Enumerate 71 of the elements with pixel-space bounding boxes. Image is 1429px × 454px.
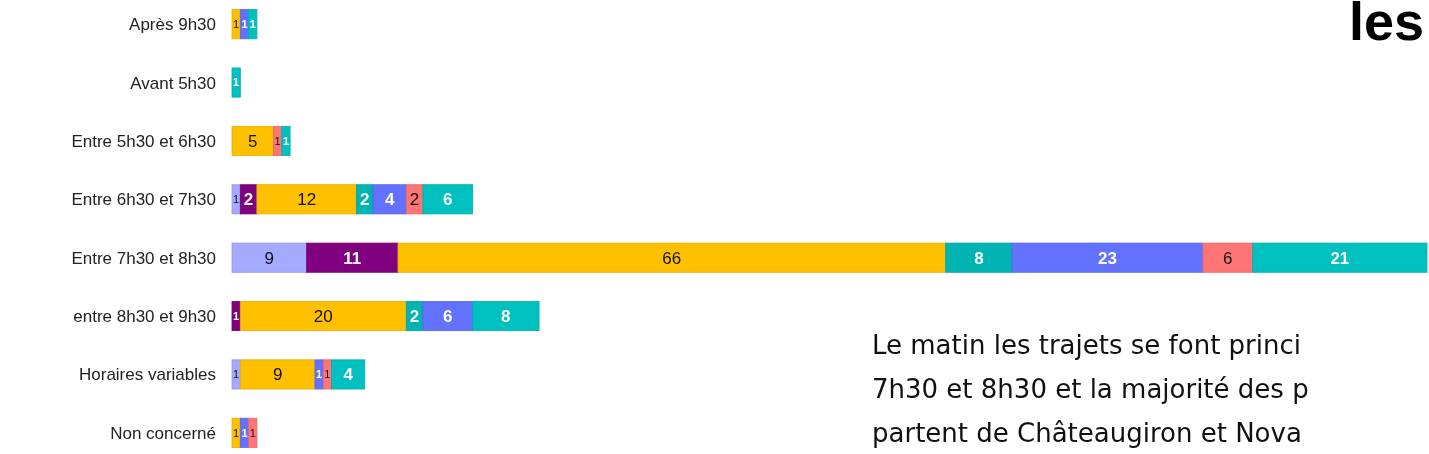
y-tick-label: Entre 6h30 et 7h30 xyxy=(71,190,216,210)
data-label: 1 xyxy=(324,368,331,381)
data-label: 1 xyxy=(241,18,248,31)
bar xyxy=(314,359,324,390)
bar xyxy=(256,184,357,215)
bar xyxy=(422,301,474,332)
y-tick-label: Non concerné xyxy=(110,423,216,443)
data-label: 20 xyxy=(313,307,333,327)
bar xyxy=(231,359,241,390)
bar xyxy=(472,301,540,332)
data-label: 11 xyxy=(343,248,362,268)
bar xyxy=(231,9,241,40)
data-label: 6 xyxy=(443,190,453,210)
data-label: 1 xyxy=(233,76,240,89)
data-label: 4 xyxy=(343,365,354,385)
data-label: 6 xyxy=(443,307,453,327)
data-label: 1 xyxy=(233,368,240,381)
data-label: 8 xyxy=(501,307,511,327)
data-label: 1 xyxy=(282,134,289,147)
bar xyxy=(397,242,947,273)
data-label: 1 xyxy=(316,368,323,381)
data-label: 2 xyxy=(243,190,254,210)
data-label: 2 xyxy=(409,307,420,327)
data-label: 23 xyxy=(1098,248,1117,268)
bar xyxy=(1202,242,1254,273)
y-tick-label: Entre 7h30 et 8h30 xyxy=(71,248,216,268)
y-tick-label: Avant 5h30 xyxy=(130,73,216,93)
bar xyxy=(422,184,474,215)
bar xyxy=(231,184,241,215)
bar xyxy=(1252,242,1428,273)
bar xyxy=(1011,242,1204,273)
bar xyxy=(281,125,291,156)
data-label: 2 xyxy=(360,190,370,210)
bar xyxy=(945,242,1013,273)
bar xyxy=(248,417,258,448)
data-label: 1 xyxy=(249,18,256,31)
bar xyxy=(372,184,407,215)
bar xyxy=(248,9,258,40)
bar xyxy=(239,359,316,390)
y-tick-label: Entre 5h30 et 6h30 xyxy=(71,131,216,151)
bar xyxy=(239,301,407,332)
data-label: 12 xyxy=(297,190,317,210)
data-label: 1 xyxy=(274,134,281,147)
bar xyxy=(231,67,241,98)
bar xyxy=(331,359,366,390)
data-label: 6 xyxy=(1223,248,1233,268)
annotation: 7h30 et 8h30 et la majorité des p xyxy=(872,374,1309,404)
data-label: 9 xyxy=(264,248,275,268)
data-label: 2 xyxy=(409,190,420,210)
annotation: Le matin les trajets se font princi xyxy=(872,330,1301,360)
data-label: 1 xyxy=(233,193,240,206)
chart-title: les xyxy=(1348,0,1424,51)
data-label: 1 xyxy=(241,426,248,439)
bar xyxy=(306,242,399,273)
bar xyxy=(231,242,308,273)
annotation: partent de Châteaugiron et Nova xyxy=(872,418,1302,448)
data-label: 1 xyxy=(233,426,240,439)
y-tick-label: entre 8h30 et 9h30 xyxy=(73,307,216,327)
data-label: 66 xyxy=(662,248,682,268)
data-label: 1 xyxy=(249,426,256,439)
data-label: 21 xyxy=(1330,248,1350,268)
data-label: 8 xyxy=(974,248,984,268)
data-label: 1 xyxy=(233,18,240,31)
y-tick-label: Après 9h30 xyxy=(129,15,216,35)
data-label: 5 xyxy=(248,131,258,151)
y-tick-label: Horaires variables xyxy=(79,365,216,385)
bar xyxy=(231,125,274,156)
data-label: 4 xyxy=(384,190,395,210)
data-label: 9 xyxy=(272,365,283,385)
bar xyxy=(231,417,241,448)
data-label: 1 xyxy=(233,309,240,322)
